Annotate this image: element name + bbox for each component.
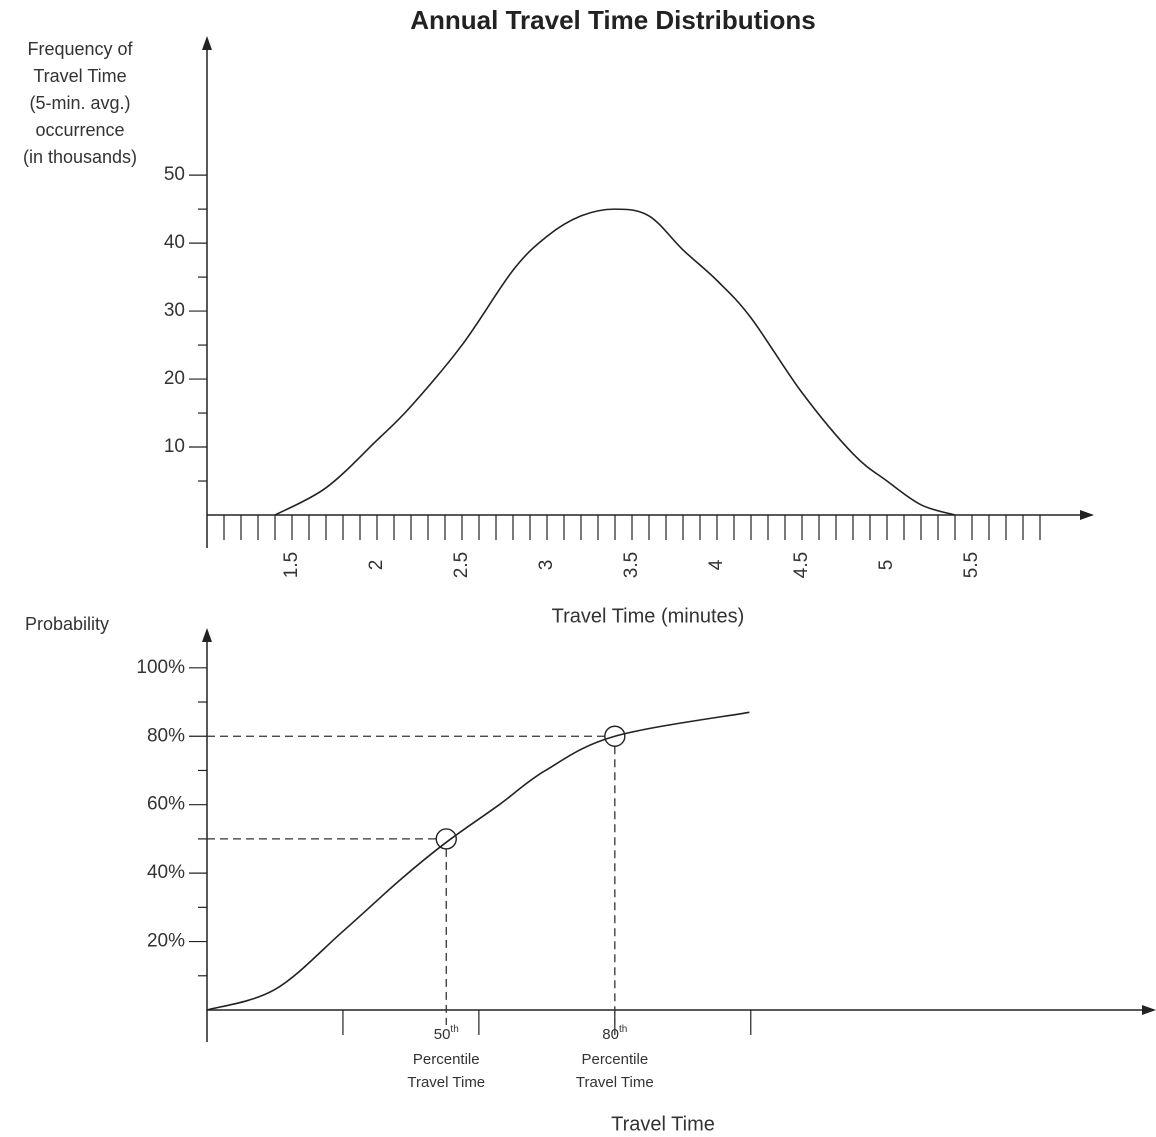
x-tick-label: 5 (876, 560, 897, 571)
annotation-number-value: 50 (434, 1026, 451, 1043)
y-axis-arrow (202, 628, 212, 642)
annotation-text: Percentile (581, 1051, 648, 1068)
x-axis-label: Travel Time (611, 1113, 715, 1135)
y-tick-label: 60% (147, 794, 185, 815)
data-line (274, 208, 956, 516)
annotation-text: Travel Time (576, 1074, 654, 1091)
annotation-text: Percentile (413, 1051, 480, 1068)
y-axis-label: Travel Time (33, 66, 126, 86)
guide-line (207, 838, 447, 1025)
y-axis-label: (5-min. avg.) (29, 93, 130, 113)
y-tick-label: 100% (136, 657, 185, 678)
percentile-marker (435, 828, 457, 850)
annotation-number: 80th (602, 1024, 627, 1043)
x-axis-arrow (1142, 1005, 1156, 1015)
chart-title: Annual Travel Time Distributions (410, 5, 816, 35)
y-axis-label: Probability (25, 614, 109, 634)
annotation-text: Travel Time (407, 1074, 485, 1091)
x-tick-label: 3 (536, 560, 557, 571)
percentile-marker (604, 725, 626, 747)
y-tick-label: 40% (147, 862, 185, 883)
y-tick-label: 20% (147, 931, 185, 952)
x-axis-label: Travel Time (minutes) (552, 605, 745, 627)
y-tick-label: 40 (164, 232, 185, 253)
x-axis-arrow (1080, 510, 1094, 520)
y-tick-label: 80% (147, 725, 185, 746)
x-tick-label: 2.5 (451, 552, 472, 578)
guide-line (207, 735, 616, 1025)
annotation-number: 50th (434, 1024, 459, 1043)
annotation-number-value: 80 (602, 1026, 619, 1043)
annotation-suffix: th (450, 1024, 458, 1035)
x-tick-label: 5.5 (961, 552, 982, 578)
data-line (206, 711, 750, 1011)
y-tick-label: 50 (164, 164, 185, 185)
x-tick-label: 4 (706, 559, 727, 570)
y-axis-label: Frequency of (27, 39, 133, 59)
x-tick-label: 2 (366, 560, 387, 571)
y-tick-label: 10 (164, 436, 185, 457)
y-tick-label: 30 (164, 300, 185, 321)
x-tick-label: 3.5 (621, 552, 642, 578)
x-tick-label: 1.5 (281, 552, 302, 578)
annotation-suffix: th (619, 1024, 627, 1035)
y-tick-label: 20 (164, 368, 185, 389)
y-axis-arrow (202, 36, 212, 50)
x-tick-label: 4.5 (791, 552, 812, 578)
y-axis-label: occurrence (35, 120, 124, 140)
y-axis-label: (in thousands) (23, 147, 137, 167)
